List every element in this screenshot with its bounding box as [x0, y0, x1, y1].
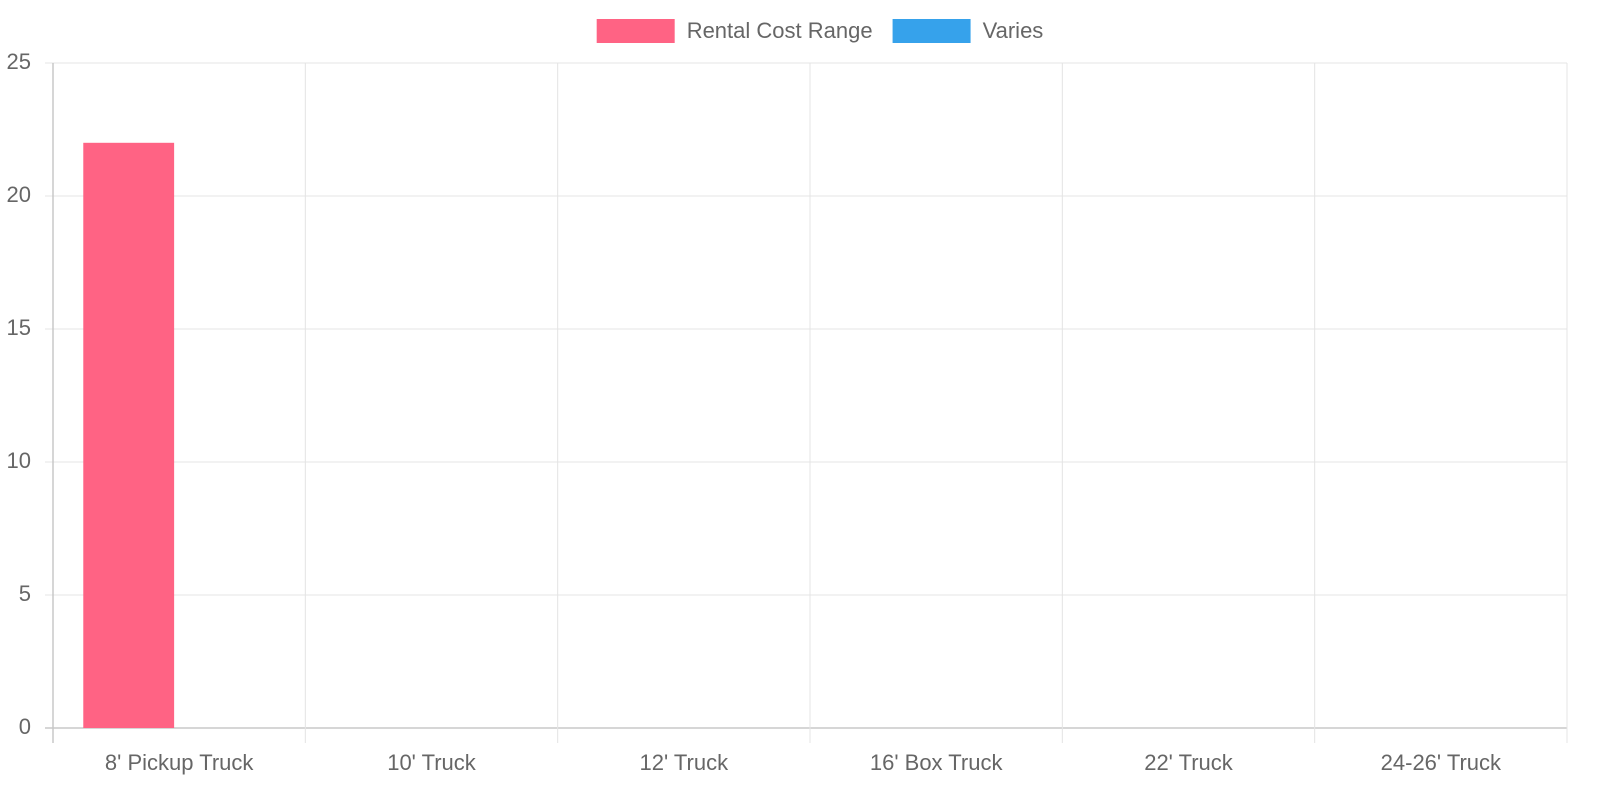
y-tick-label: 25: [7, 49, 31, 74]
x-tick-label: 8' Pickup Truck: [105, 750, 254, 775]
x-tick-label: 22' Truck: [1144, 750, 1234, 775]
y-tick-label: 20: [7, 182, 31, 207]
y-tick-label: 0: [19, 714, 31, 739]
legend-swatch: [892, 19, 971, 43]
y-tick-label: 10: [7, 448, 31, 473]
legend-swatch: [596, 19, 675, 43]
bar: [83, 142, 175, 729]
y-tick-label: 5: [19, 581, 31, 606]
legend: Rental Cost Range Varies: [596, 18, 1044, 43]
legend-label: Varies: [983, 18, 1044, 43]
legend-label: Rental Cost Range: [687, 18, 873, 43]
y-tick-label: 15: [7, 315, 31, 340]
x-tick-label: 24-26' Truck: [1381, 750, 1502, 775]
x-tick-label: 12' Truck: [640, 750, 730, 775]
x-tick-label: 10' Truck: [387, 750, 477, 775]
x-tick-label: 16' Box Truck: [870, 750, 1004, 775]
